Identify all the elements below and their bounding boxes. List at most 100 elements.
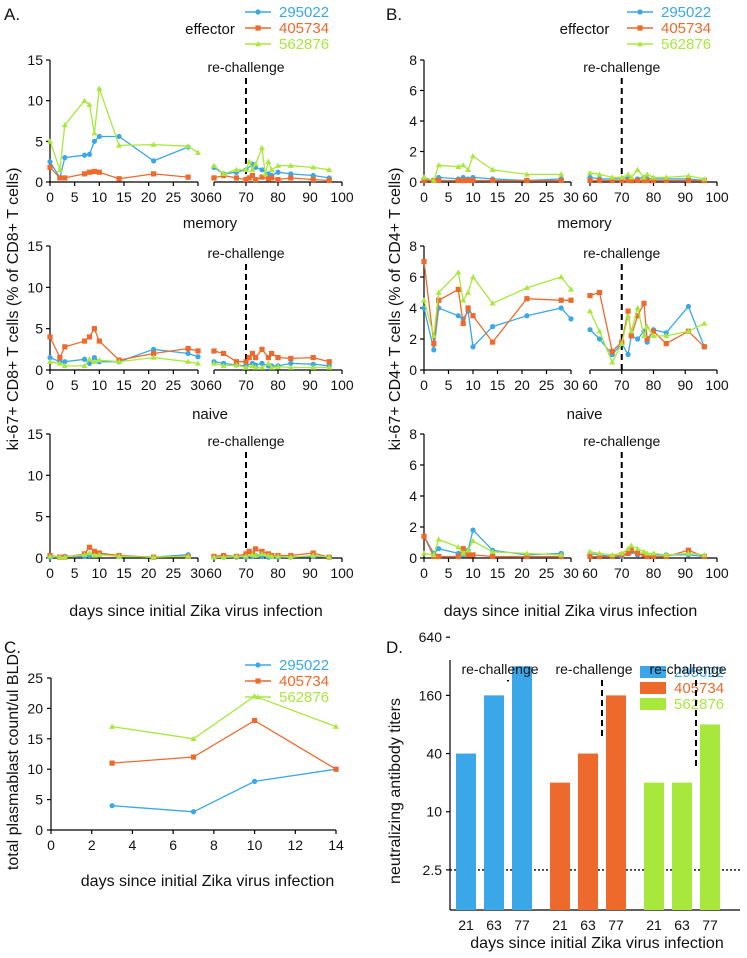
x-tick-label: 70 xyxy=(614,377,630,393)
point-562876 xyxy=(86,101,93,107)
point-405734 xyxy=(596,289,603,296)
x-tick-label: 63 xyxy=(486,917,502,933)
point-405734 xyxy=(57,355,63,361)
point-562876 xyxy=(150,354,157,360)
point-562876 xyxy=(91,358,98,364)
legend-label-562876: 562876 xyxy=(279,36,329,53)
bar-405734-day-63 xyxy=(578,753,598,910)
x-tick-label: 100 xyxy=(330,565,354,581)
x-tick-label: 100 xyxy=(705,565,729,581)
point-562876 xyxy=(287,162,294,168)
point-405734 xyxy=(625,177,631,184)
x-tick-label: 60 xyxy=(582,565,598,581)
point-295022 xyxy=(524,313,530,319)
point-405734 xyxy=(233,359,239,365)
y-tick-label: 0 xyxy=(35,550,43,566)
x-tick-label: 80 xyxy=(270,565,286,581)
point-562876 xyxy=(470,153,476,159)
point-295022 xyxy=(81,152,88,158)
point-405734 xyxy=(644,553,650,560)
point-562876 xyxy=(259,550,265,557)
x-tick-label: 25 xyxy=(539,565,555,581)
y-tick-label: 0 xyxy=(35,822,43,838)
x-tick-label: 70 xyxy=(238,189,254,205)
point-405734 xyxy=(57,175,63,181)
x-tick-label: 21 xyxy=(458,917,474,933)
point-405734 xyxy=(86,544,93,550)
point-562876 xyxy=(663,332,670,339)
x-tick-label: 25 xyxy=(166,565,182,581)
point-562876 xyxy=(81,362,88,369)
point-562876 xyxy=(61,554,68,560)
point-562876 xyxy=(251,693,258,699)
point-562876 xyxy=(628,328,635,334)
point-562876 xyxy=(211,162,217,168)
point-405734 xyxy=(650,328,657,334)
point-562876 xyxy=(333,723,339,729)
x-tick-label: 100 xyxy=(705,377,729,393)
point-405734 xyxy=(255,25,261,31)
point-562876 xyxy=(259,144,265,151)
subplot-title: naive xyxy=(567,406,603,423)
point-562876 xyxy=(558,274,565,280)
point-405734 xyxy=(243,176,249,183)
point-562876 xyxy=(262,170,269,177)
y-tick-label: 4 xyxy=(409,300,417,316)
y-tick-label: 2 xyxy=(409,519,417,535)
point-405734 xyxy=(310,176,316,183)
rechallenge-label: re-challenge xyxy=(583,245,660,261)
point-405734 xyxy=(644,336,650,342)
point-562876 xyxy=(489,548,496,554)
point-405734 xyxy=(490,177,496,184)
point-405734 xyxy=(288,355,294,362)
point-562876 xyxy=(310,552,317,558)
rechallenge-label: re-challenge xyxy=(555,661,632,677)
point-405734 xyxy=(431,341,437,347)
point-405734 xyxy=(436,177,442,184)
x-tick-label: 70 xyxy=(238,565,254,581)
y-tick-label: 0 xyxy=(35,174,43,190)
point-562876 xyxy=(701,551,708,558)
x-tick-label: 77 xyxy=(514,917,530,933)
x-axis-label: days since initial Zika virus infection xyxy=(444,603,697,620)
panel-label: D. xyxy=(386,638,403,657)
point-405734 xyxy=(269,350,275,357)
point-295022 xyxy=(255,662,261,668)
point-405734 xyxy=(609,348,615,354)
y-tick-label: 10 xyxy=(426,804,442,820)
point-405734 xyxy=(465,177,471,184)
point-295022 xyxy=(635,336,641,342)
point-405734 xyxy=(596,177,603,184)
rechallenge-label: re-challenge xyxy=(207,59,284,75)
point-405734 xyxy=(96,169,102,175)
x-tick-label: 20 xyxy=(514,565,530,581)
point-295022 xyxy=(637,9,643,15)
point-562876 xyxy=(663,551,670,558)
point-405734 xyxy=(275,176,281,183)
point-295022 xyxy=(470,527,476,533)
point-562876 xyxy=(460,297,467,303)
y-tick-label: 40 xyxy=(426,746,442,762)
x-tick-label: 5 xyxy=(445,565,453,581)
point-562876 xyxy=(650,550,657,556)
x-tick-label: 60 xyxy=(582,189,598,205)
legend-label-295022: 295022 xyxy=(279,4,329,21)
point-562876 xyxy=(489,300,496,306)
series-line-295022 xyxy=(423,307,572,351)
point-405734 xyxy=(635,313,641,319)
bar-group-295022: 21 63 77 re-challenge xyxy=(456,661,539,933)
point-405734 xyxy=(211,348,217,354)
point-295022 xyxy=(685,303,692,310)
point-405734 xyxy=(641,552,647,558)
point-562876 xyxy=(435,536,442,542)
point-562876 xyxy=(47,138,53,144)
point-562876 xyxy=(326,554,333,560)
x-tick-label: 63 xyxy=(674,917,690,933)
point-562876 xyxy=(634,545,641,551)
point-562876 xyxy=(618,340,625,346)
point-405734 xyxy=(91,168,97,175)
x-tick-label: 6 xyxy=(169,837,177,853)
point-562876 xyxy=(268,166,275,172)
